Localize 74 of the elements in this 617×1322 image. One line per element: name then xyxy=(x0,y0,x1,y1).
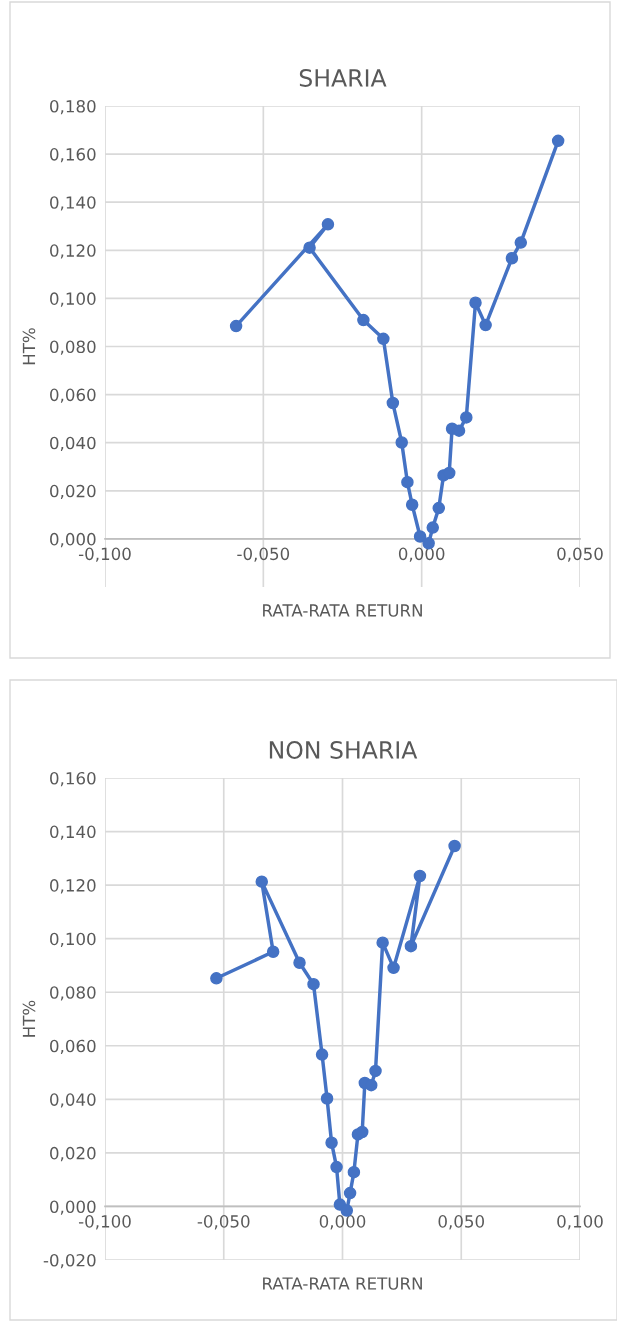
point xyxy=(505,251,519,265)
y-tick-label: 0,140 xyxy=(50,196,96,211)
point xyxy=(377,332,390,346)
point xyxy=(479,318,492,332)
point xyxy=(369,1064,382,1078)
point xyxy=(413,869,427,883)
point xyxy=(404,939,418,953)
point xyxy=(413,530,427,543)
point xyxy=(303,241,316,254)
x-tick-label: 0,050 xyxy=(557,547,603,562)
point xyxy=(307,977,320,991)
point xyxy=(395,436,408,449)
y-tick-label: 0,060 xyxy=(50,388,96,403)
point xyxy=(293,956,306,970)
point xyxy=(514,236,528,249)
y-tick-label: 0,120 xyxy=(50,244,96,259)
point xyxy=(330,1160,343,1174)
x-tick-label: 0,100 xyxy=(557,1215,603,1230)
x-tick-label: -0,100 xyxy=(78,547,131,562)
point xyxy=(343,1186,357,1200)
point xyxy=(387,961,400,975)
point xyxy=(448,839,461,853)
y-tick-label: 0,120 xyxy=(50,879,96,894)
y-tick-label: 0,160 xyxy=(50,148,96,163)
x-tick-label: -0,050 xyxy=(237,547,290,562)
point xyxy=(405,498,419,511)
x-tick-label: 0,050 xyxy=(438,1215,484,1230)
y-tick-label: 0,080 xyxy=(50,986,96,1001)
point xyxy=(551,134,565,148)
y-axis-title: HT% xyxy=(22,328,36,365)
x-tick-label: 0,000 xyxy=(398,547,445,562)
x-tick-label: -0,050 xyxy=(197,1215,250,1230)
point xyxy=(357,313,370,327)
point xyxy=(452,424,466,437)
x-tick-label: 0,000 xyxy=(319,1215,366,1230)
point xyxy=(347,1165,361,1179)
y-tick-label: 0,180 xyxy=(50,99,96,115)
point xyxy=(432,501,446,515)
y-tick-label: 0,140 xyxy=(50,825,96,840)
chart-title: SHARIA xyxy=(299,69,387,87)
point xyxy=(321,218,335,231)
x-axis-title: RATA-RATA RETURN xyxy=(263,604,422,617)
point xyxy=(320,1092,334,1105)
y-tick-label: 0,040 xyxy=(50,1093,96,1108)
point xyxy=(255,875,269,888)
point xyxy=(469,296,482,309)
y-tick-label: 0,100 xyxy=(50,932,96,947)
chart-title: NON SHARIA xyxy=(269,741,418,759)
point xyxy=(266,945,280,959)
y-tick-label: -0,020 xyxy=(43,1253,96,1269)
point xyxy=(355,1125,369,1139)
y-tick-label: 0,020 xyxy=(50,1146,96,1162)
y-tick-label: 0,000 xyxy=(50,1200,96,1215)
point xyxy=(364,1078,378,1092)
x-axis-title: RATA-RATA RETURN xyxy=(263,1277,422,1290)
y-tick-label: 0,020 xyxy=(50,484,96,500)
x-tick-label: -0,100 xyxy=(78,1215,131,1230)
y-axis-title: HT% xyxy=(22,1000,36,1037)
y-tick-label: 0,080 xyxy=(50,340,96,355)
y-tick-label: 0,160 xyxy=(50,771,96,787)
y-tick-label: 0,100 xyxy=(50,292,96,307)
point xyxy=(229,319,243,333)
point xyxy=(442,466,456,480)
y-tick-label: 0,040 xyxy=(50,436,96,451)
point xyxy=(401,475,414,489)
point xyxy=(386,396,400,410)
point xyxy=(460,411,473,424)
point xyxy=(315,1048,329,1061)
point xyxy=(210,972,223,985)
point xyxy=(325,1136,338,1149)
point xyxy=(426,521,440,534)
y-tick-label: 0,000 xyxy=(50,532,96,548)
y-tick-label: 0,060 xyxy=(50,1039,96,1055)
point xyxy=(376,936,389,949)
